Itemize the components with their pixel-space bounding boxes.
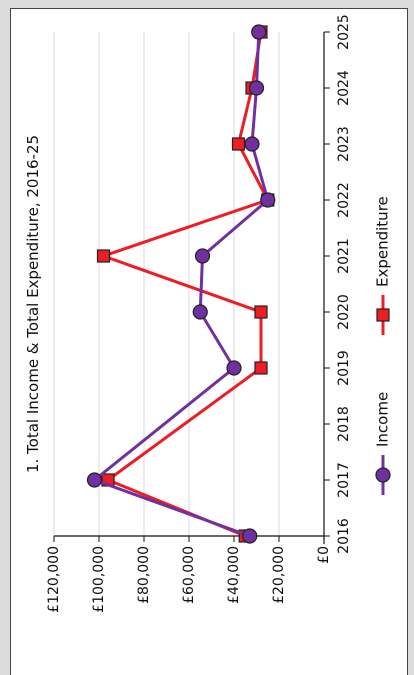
chart-frame xyxy=(10,8,408,675)
legend-label: Expenditure xyxy=(374,196,392,287)
x-tick-label: 2018 xyxy=(336,406,352,442)
data-point-expenditure xyxy=(96,249,111,263)
x-tick-label: 2021 xyxy=(336,238,352,274)
data-point-income xyxy=(244,136,260,152)
x-tick-label: 2019 xyxy=(336,350,352,386)
y-tick-label: £40,000 xyxy=(226,546,242,604)
data-point-expenditure xyxy=(254,361,268,375)
y-tick-label: £100,000 xyxy=(91,546,107,613)
legend-expenditure: Expenditure xyxy=(374,196,392,335)
data-point-income xyxy=(226,360,242,376)
x-tick-label: 2025 xyxy=(336,14,352,50)
data-point-income xyxy=(192,304,208,320)
y-tick-label: £80,000 xyxy=(136,546,152,604)
data-point-expenditure xyxy=(254,305,268,319)
data-point-income xyxy=(194,248,211,264)
chart-axes xyxy=(53,31,330,544)
legend: Income Expenditure xyxy=(374,196,392,495)
chart-grid xyxy=(53,32,280,536)
legend-marker xyxy=(375,467,391,483)
y-tick-label: £20,000 xyxy=(271,546,287,604)
x-tick-label: 2023 xyxy=(336,126,352,162)
data-point-income xyxy=(242,528,258,544)
y-tick-label: £60,000 xyxy=(181,546,197,604)
data-point-income xyxy=(251,24,267,40)
legend-income: Income xyxy=(374,392,392,495)
chart-title: 1. Total Income & Total Expenditure, 201… xyxy=(24,135,42,473)
legend-marker xyxy=(376,308,390,322)
data-point-expenditure xyxy=(231,137,246,151)
x-tick-label: 2017 xyxy=(336,462,352,498)
y-tick-label: £0 xyxy=(316,546,332,564)
x-tick-label: 2022 xyxy=(336,182,352,218)
series-line-expenditure xyxy=(98,31,270,538)
tick-labels: 2016 2017 2018 2019 2020 2021 2022 2023 2024 2025… xyxy=(46,14,352,613)
y-tick-label: £120,000 xyxy=(46,546,62,613)
data-point-income xyxy=(260,192,276,208)
legend-label: Income xyxy=(374,392,392,447)
data-point-income xyxy=(86,472,103,488)
x-tick-label: 2016 xyxy=(336,518,352,554)
x-tick-label: 2024 xyxy=(336,70,352,106)
data-point-income xyxy=(248,80,265,96)
series-layer xyxy=(86,24,276,544)
x-tick-label: 2020 xyxy=(336,294,352,330)
